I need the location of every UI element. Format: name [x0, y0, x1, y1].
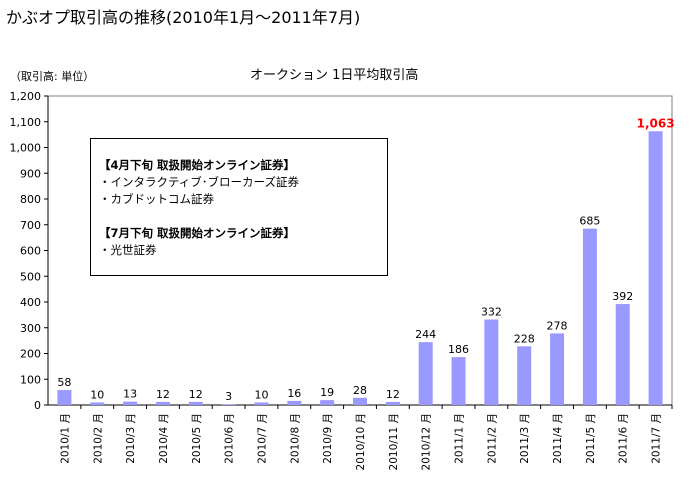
data-label: 278	[547, 319, 568, 332]
bar	[188, 401, 203, 405]
data-label: 228	[514, 332, 535, 345]
y-tick-label: 600	[20, 245, 41, 258]
x-tick-label: 2010/1 月	[59, 413, 71, 464]
bar	[57, 390, 72, 405]
data-label: 13	[123, 388, 137, 401]
data-label: 10	[90, 388, 104, 401]
data-label: 28	[353, 384, 367, 397]
y-tick-label: 500	[20, 270, 41, 283]
y-tick-label: 0	[34, 399, 41, 412]
data-label: 19	[320, 386, 334, 399]
y-tick-label: 900	[20, 167, 41, 180]
x-tick-label: 2010/7 月	[256, 413, 268, 464]
bar	[254, 402, 269, 405]
bar	[582, 228, 597, 405]
x-tick-label: 2010/9 月	[322, 413, 334, 464]
bar	[615, 304, 630, 405]
x-tick-label: 2010/3 月	[125, 413, 137, 464]
y-tick-label: 1,100	[10, 116, 42, 129]
data-label: 392	[612, 290, 633, 303]
data-label: 10	[254, 388, 268, 401]
y-tick-label: 1,200	[10, 90, 42, 103]
bar	[123, 401, 138, 405]
data-label: 1,063	[637, 116, 675, 130]
bar	[385, 401, 400, 405]
bar	[517, 346, 532, 405]
note-item-broker-2: ・カブドットコム証券	[99, 192, 214, 206]
y-tick-label: 400	[20, 296, 41, 309]
chart-title: オークション 1日平均取引高	[250, 68, 419, 83]
bar	[451, 357, 466, 405]
x-tick-label: 2011/6 月	[618, 413, 630, 464]
x-tick-label: 2011/5 月	[585, 413, 597, 464]
x-tick-label: 2011/2 月	[486, 413, 498, 464]
x-tick-label: 2010/5 月	[191, 413, 203, 464]
note-heading-april: 【4月下旬 取扱開始オンライン証券】	[99, 158, 296, 172]
data-label: 332	[481, 306, 502, 319]
bar	[418, 342, 433, 405]
data-label: 244	[415, 328, 436, 341]
bar	[287, 400, 302, 405]
x-tick-label: 2010/6 月	[224, 413, 236, 464]
page-title: かぶオプ取引高の推移(2010年1月～2011年7月)	[6, 8, 361, 27]
y-tick-label: 800	[20, 193, 41, 206]
bar	[550, 333, 565, 405]
bar	[320, 400, 335, 405]
x-tick-label: 2010/10 月	[355, 413, 367, 470]
note-heading-july: 【7月下旬 取扱開始オンライン証券】	[99, 226, 296, 240]
x-tick-label: 2011/3 月	[519, 413, 531, 464]
data-label: 685	[579, 215, 600, 228]
x-tick-label: 2011/7 月	[651, 413, 663, 464]
x-tick-label: 2011/4 月	[552, 413, 564, 464]
data-label: 16	[287, 387, 301, 400]
note-item-broker-1: ・インタラクティブ･ブローカーズ証券	[99, 175, 299, 189]
bar	[648, 131, 663, 405]
x-tick-label: 2010/2 月	[92, 413, 104, 464]
x-tick-label: 2010/12 月	[421, 413, 433, 470]
annotation-box: 【4月下旬 取扱開始オンライン証券】 ・インタラクティブ･ブローカーズ証券 ・カ…	[90, 138, 388, 276]
x-tick-label: 2011/1 月	[454, 413, 466, 464]
data-label: 12	[189, 388, 203, 401]
y-tick-label: 700	[20, 219, 41, 232]
unit-label: （取引高: 単位）	[10, 70, 95, 83]
bar	[353, 397, 367, 405]
data-label: 12	[386, 388, 400, 401]
y-tick-label: 300	[20, 322, 41, 335]
data-label: 3	[225, 390, 232, 403]
y-tick-label: 100	[20, 373, 41, 386]
y-tick-label: 1,000	[10, 142, 42, 155]
data-label: 58	[57, 376, 71, 389]
bar	[221, 404, 236, 405]
x-tick-label: 2010/11 月	[388, 413, 400, 470]
data-label: 186	[448, 343, 469, 356]
y-tick-label: 200	[20, 348, 41, 361]
bar	[155, 401, 170, 405]
bar	[484, 319, 499, 405]
x-tick-label: 2010/4 月	[158, 413, 170, 464]
data-label: 12	[156, 388, 170, 401]
note-item-broker-3: ・光世証券	[99, 243, 157, 257]
bar	[90, 402, 105, 405]
x-tick-label: 2010/8 月	[289, 413, 301, 464]
